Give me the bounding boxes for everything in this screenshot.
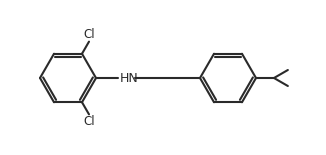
Text: Cl: Cl (84, 28, 95, 41)
Text: Cl: Cl (84, 115, 95, 128)
Text: HN: HN (120, 71, 139, 84)
